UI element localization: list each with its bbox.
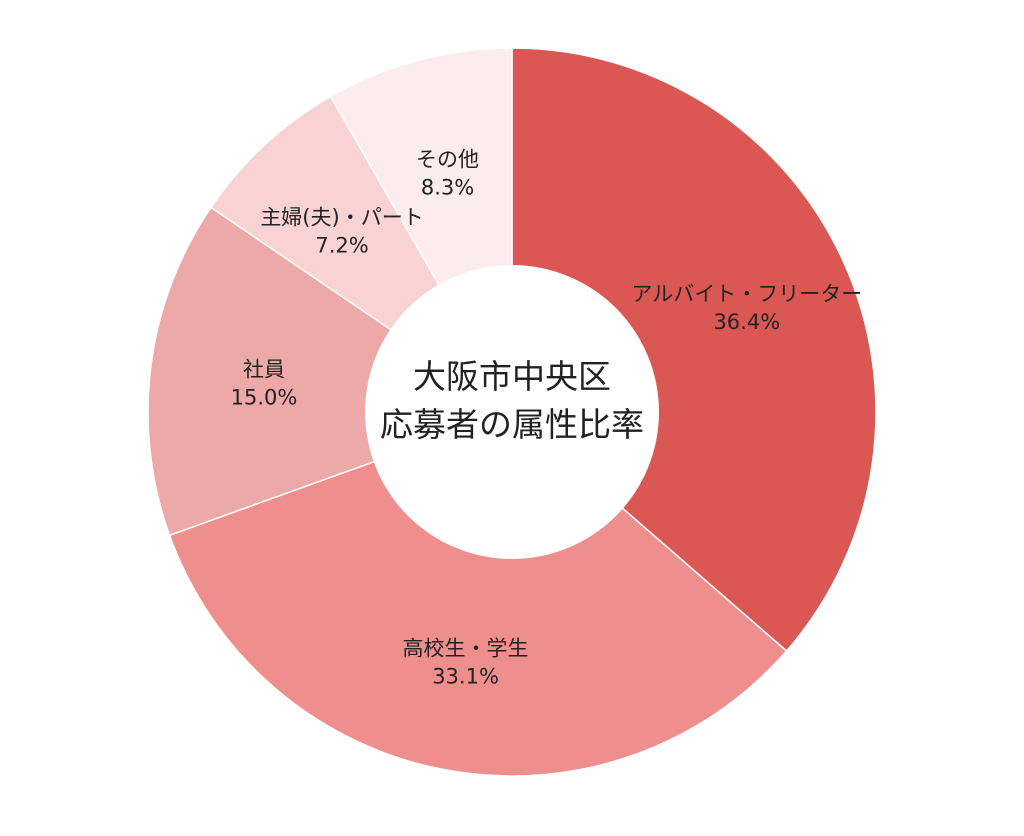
slice-value-label: 8.3% xyxy=(421,175,474,199)
center-title-line-1: 大阪市中央区 xyxy=(413,357,611,396)
slice-label: 社員 xyxy=(243,358,285,382)
donut-hole xyxy=(365,265,659,559)
slice-label: 主婦(夫)・パート xyxy=(260,206,423,230)
slice-value-label: 7.2% xyxy=(315,234,368,258)
pie-slice xyxy=(511,47,877,653)
pie-slice xyxy=(147,206,514,537)
slice-label: アルバイト・フリーター xyxy=(631,282,862,306)
slice-label: その他 xyxy=(416,147,479,171)
slice-value-label: 33.1% xyxy=(432,665,499,689)
slice-label: 高校生・学生 xyxy=(403,637,529,661)
pie-slice xyxy=(168,411,788,777)
slice-value-label: 36.4% xyxy=(713,310,780,334)
slice-value-label: 15.0% xyxy=(231,386,298,410)
center-title-line-2: 応募者の属性比率 xyxy=(380,405,644,444)
slice-labels: アルバイト・フリーター 36.4% 高校生・学生 33.1% 社員 15.0% 主婦(夫)・… xyxy=(231,147,863,688)
